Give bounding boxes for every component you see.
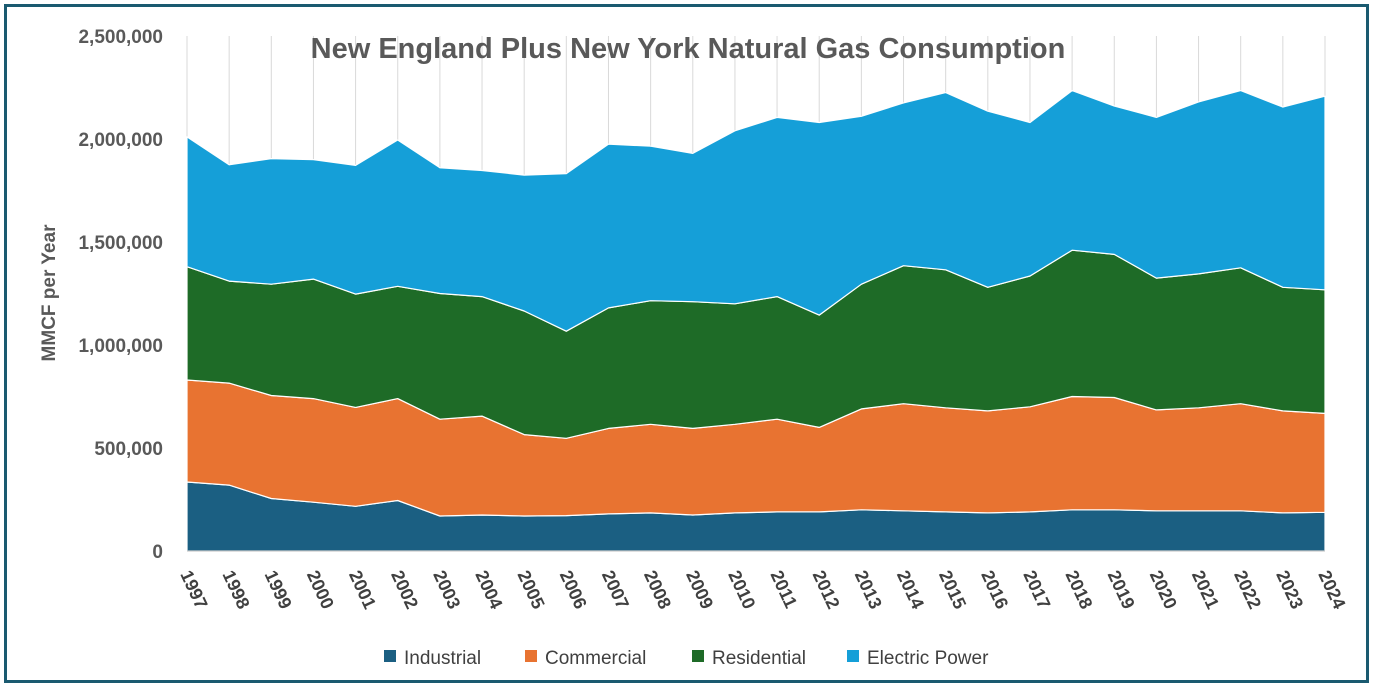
stacked-areas (186, 90, 1326, 552)
area-electric-power (186, 90, 1326, 332)
legend-swatch-residential (692, 650, 704, 662)
y-tick-label: 1,000,000 (78, 336, 163, 357)
x-tick-label: 2004 (471, 567, 506, 612)
x-tick-label: 2016 (977, 567, 1012, 612)
x-tick-label: 2008 (640, 567, 675, 612)
x-tick-label: 2010 (724, 567, 759, 612)
x-tick-label: 2021 (1188, 567, 1223, 612)
x-tick-label: 2015 (935, 567, 970, 612)
x-tick-label: 2020 (1146, 567, 1181, 612)
legend-swatch-electric-power (847, 650, 859, 662)
x-tick-label: 2000 (303, 567, 338, 612)
x-tick-label: 2018 (1061, 567, 1096, 612)
chart-title: New England Plus New York Natural Gas Co… (311, 33, 1066, 65)
x-tick-label: 2014 (893, 567, 928, 612)
x-tick-label: 2019 (1104, 567, 1139, 612)
legend-label-electric-power: Electric Power (867, 648, 989, 669)
legend-label-industrial: Industrial (404, 648, 481, 669)
legend-swatch-industrial (384, 650, 396, 662)
x-tick-label: 1999 (261, 567, 296, 612)
legend-label-commercial: Commercial (545, 648, 646, 669)
x-tick-label: 2003 (429, 567, 464, 612)
y-tick-label: 500,000 (94, 439, 163, 460)
y-tick-label: 2,000,000 (78, 130, 163, 151)
x-tick-label: 2006 (556, 567, 591, 612)
x-tick-label: 2001 (345, 567, 380, 612)
x-tick-label: 2009 (682, 567, 717, 612)
y-axis-label: MMCF per Year (39, 224, 60, 362)
x-tick-label: 2005 (514, 567, 549, 612)
chart-frame (4, 4, 1369, 683)
x-tick-label: 2013 (851, 567, 886, 612)
x-tick-label: 2012 (809, 567, 844, 612)
y-tick-label: 2,500,000 (78, 27, 163, 48)
x-tick-label: 2023 (1272, 567, 1307, 612)
legend: Industrial Commercial Residential Electric … (384, 648, 989, 669)
x-tick-label: 2007 (598, 567, 633, 612)
legend-label-residential: Residential (712, 648, 806, 669)
x-tick-label: 1997 (176, 567, 211, 612)
x-tick-label: 2002 (387, 567, 422, 612)
x-tick-label: 2011 (766, 567, 801, 611)
x-tick-label: 2017 (1019, 567, 1054, 612)
x-tick-label: 2024 (1314, 567, 1349, 612)
y-tick-label: 0 (152, 542, 163, 563)
x-tick-label: 2022 (1230, 567, 1265, 612)
y-tick-label: 1,500,000 (78, 233, 163, 254)
legend-swatch-commercial (525, 650, 537, 662)
x-tick-label: 1998 (219, 567, 254, 612)
